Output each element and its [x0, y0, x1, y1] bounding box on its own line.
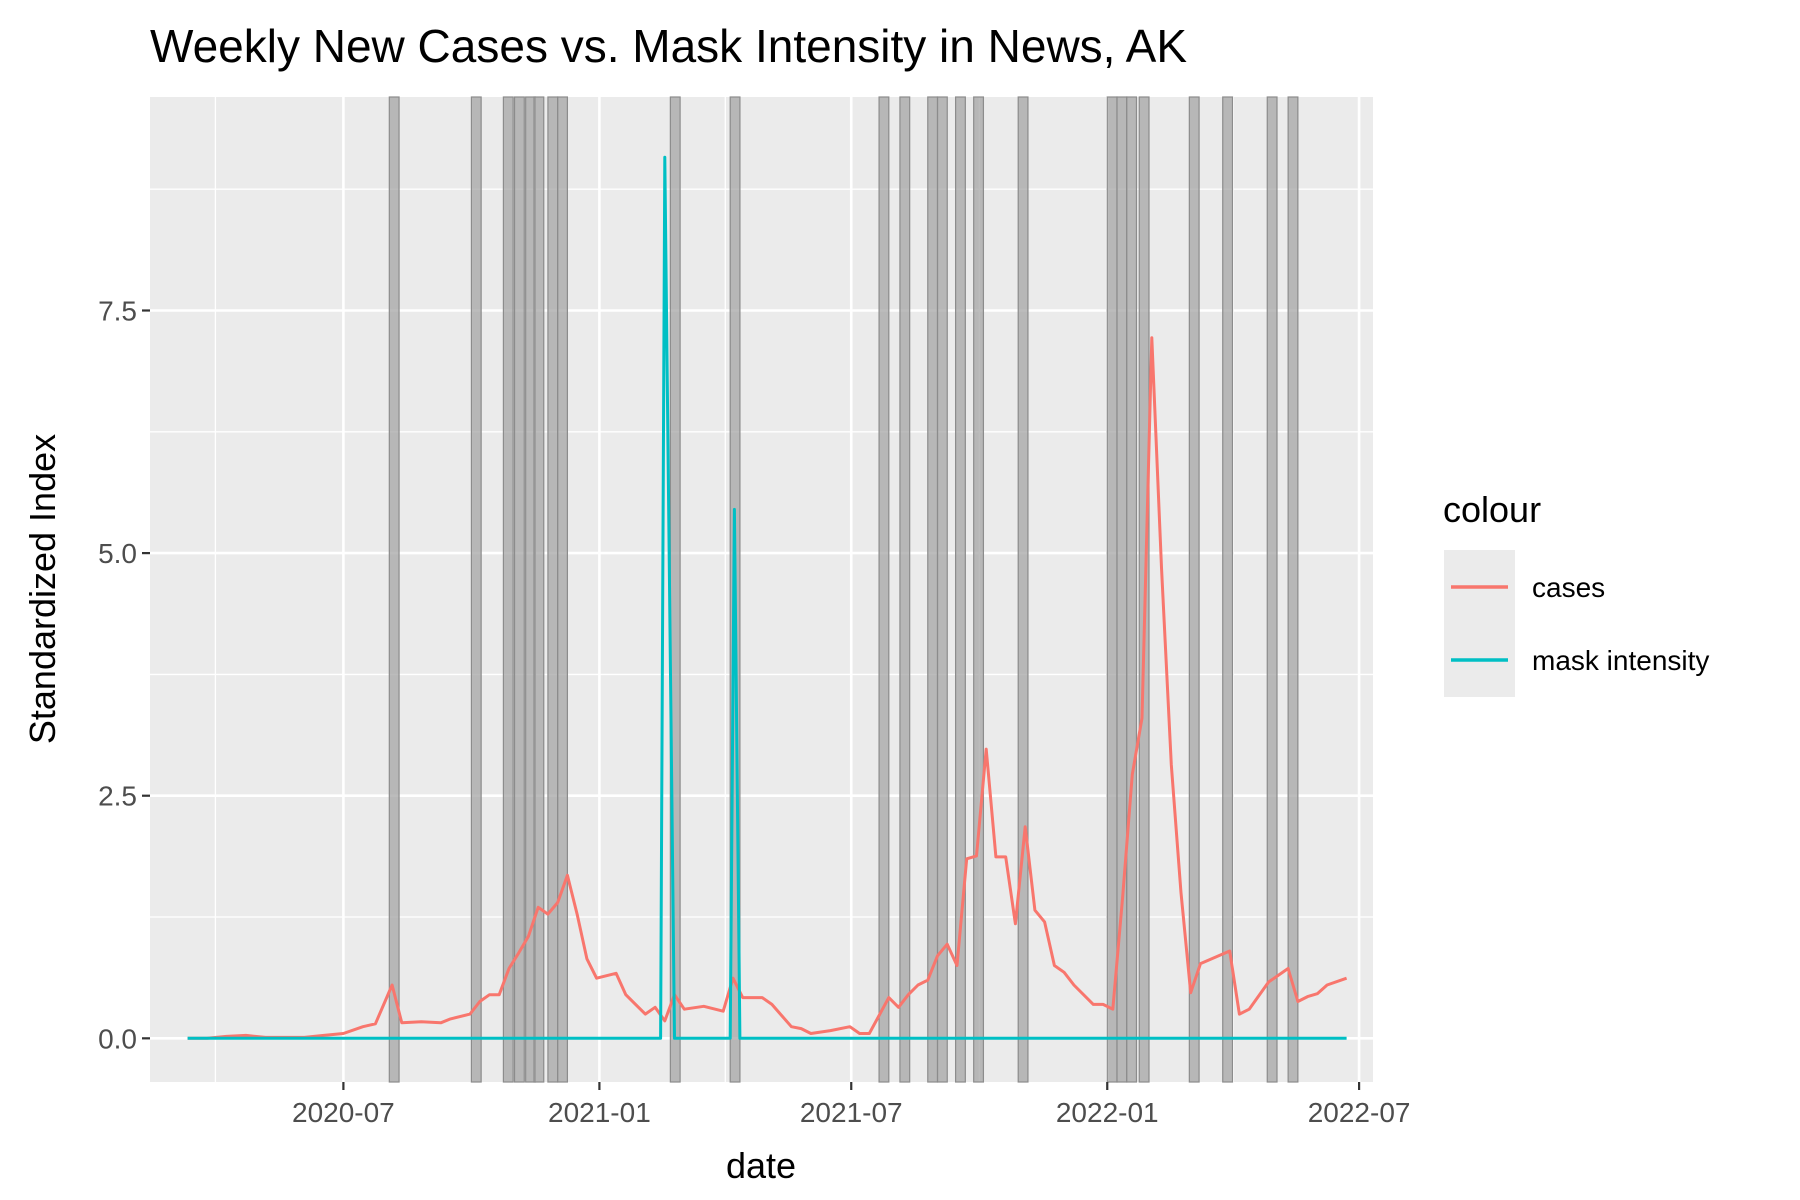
y-tick-label: 2.5 — [98, 781, 137, 812]
highlight-band — [927, 96, 939, 1083]
x-axis-title: date — [726, 1145, 796, 1186]
highlight-band — [954, 96, 966, 1083]
cases-line — [187, 336, 1348, 1040]
legend-label-mask-intensity: mask intensity — [1532, 645, 1709, 676]
highlight-band — [1222, 96, 1234, 1083]
x-axis: 2020-07 2021-01 2021-07 2022-01 2022-07 — [292, 1082, 1410, 1128]
highlight-band — [1188, 96, 1200, 1083]
highlight-band — [533, 96, 545, 1083]
highlight-band — [388, 96, 400, 1083]
highlight-band — [899, 96, 911, 1083]
legend-title: colour — [1443, 489, 1541, 530]
highlight-band — [513, 96, 525, 1083]
highlight-band — [470, 96, 482, 1083]
highlight-band — [1106, 96, 1118, 1083]
highlight-band — [669, 96, 681, 1083]
legend-label-cases: cases — [1532, 572, 1605, 603]
highlight-band — [1287, 96, 1299, 1083]
highlight-band — [878, 96, 890, 1083]
highlight-band — [936, 96, 948, 1083]
highlight-band — [1017, 96, 1029, 1083]
chart-title: Weekly New Cases vs. Mask Intensity in N… — [150, 20, 1187, 72]
x-tick-label: 2021-07 — [800, 1097, 903, 1128]
legend-key-background — [1444, 550, 1515, 697]
highlight-bands — [388, 96, 1299, 1083]
highlight-band — [547, 96, 559, 1083]
highlight-band — [1266, 96, 1278, 1083]
y-axis: 0.0 2.5 5.0 7.5 — [98, 295, 150, 1054]
series-lines — [187, 155, 1348, 1040]
mask-intensity-line — [187, 155, 1347, 1040]
legend: colour cases mask intensity — [1443, 489, 1709, 697]
x-tick-label: 2020-07 — [292, 1097, 395, 1128]
x-tick-label: 2021-01 — [548, 1097, 651, 1128]
highlight-band — [557, 96, 569, 1083]
y-tick-label: 5.0 — [98, 538, 137, 569]
y-tick-label: 7.5 — [98, 295, 137, 326]
y-axis-title: Standardized Index — [22, 434, 63, 744]
highlight-band — [1126, 96, 1138, 1083]
x-tick-label: 2022-07 — [1308, 1097, 1411, 1128]
plot-panel — [150, 97, 1373, 1082]
y-tick-label: 0.0 — [98, 1023, 137, 1054]
highlight-band — [973, 96, 985, 1083]
highlight-band — [502, 96, 514, 1083]
x-tick-label: 2022-01 — [1056, 1097, 1159, 1128]
